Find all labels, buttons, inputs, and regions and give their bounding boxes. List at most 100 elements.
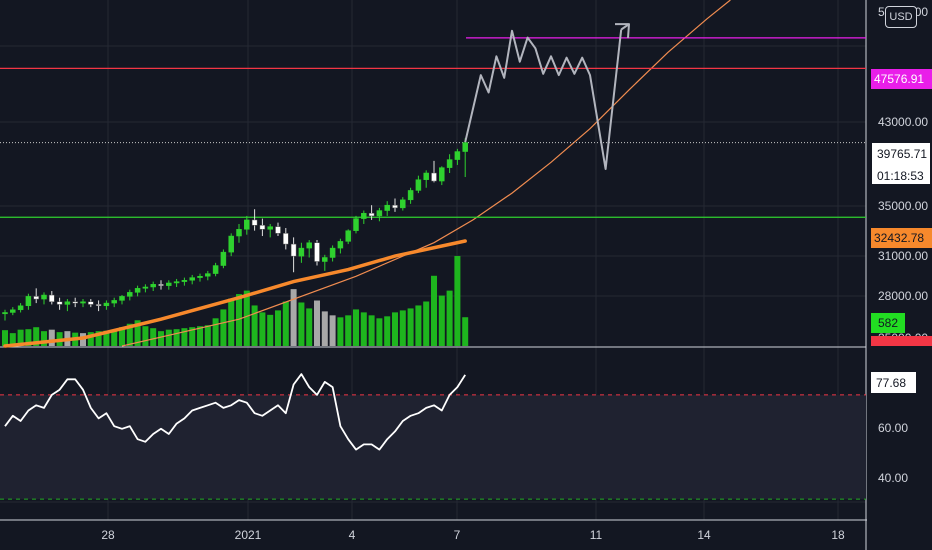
volume-bar	[368, 315, 375, 346]
moving-average-line	[3, 239, 467, 348]
candle-body	[166, 282, 172, 286]
time-axis-label: 4	[349, 528, 356, 542]
volume-bar	[431, 275, 437, 346]
volume-bar	[197, 326, 203, 346]
volume-bar	[189, 327, 196, 346]
volume-bar	[321, 311, 328, 346]
volume-bar	[454, 256, 461, 346]
volume-bar	[415, 305, 422, 346]
candle-body	[368, 212, 375, 217]
candle-body	[134, 288, 141, 293]
volume-bar	[181, 328, 188, 346]
candle-body	[329, 247, 336, 258]
volume-bar	[306, 308, 313, 346]
volume-bar	[298, 302, 305, 346]
volume-bar	[446, 290, 453, 346]
candle-body	[56, 301, 63, 305]
volume-bar	[165, 329, 172, 346]
candle-body	[431, 172, 437, 182]
candle-body	[49, 294, 55, 302]
candle-body	[267, 226, 273, 230]
volume-bar	[41, 331, 47, 346]
time-axis-label: 11	[590, 528, 603, 542]
candle-body	[384, 204, 390, 211]
volume-bar	[119, 327, 125, 346]
parabolic-curve	[121, 0, 731, 347]
candle-body	[33, 296, 39, 300]
volume-bar	[329, 315, 336, 346]
volume-bar	[423, 301, 430, 346]
candle-body	[150, 284, 156, 288]
candle-body	[181, 280, 188, 282]
candle-body	[244, 219, 250, 230]
candle-body	[212, 265, 219, 274]
resistance-price-label: 47576.91	[874, 72, 924, 86]
candle-body	[400, 199, 406, 209]
volume-bar	[275, 310, 281, 346]
candle-body	[103, 302, 110, 307]
volume-bar	[204, 325, 211, 346]
volume-bar	[9, 333, 16, 346]
rsi-axis-label: 60.00	[878, 421, 908, 435]
candle-body	[111, 300, 117, 304]
candle-body	[283, 233, 289, 245]
candle-body	[25, 296, 32, 307]
countdown-label: 01:18:53	[877, 169, 924, 183]
volume-bar	[103, 330, 110, 346]
candle-body	[392, 204, 398, 209]
candle-body	[197, 276, 203, 278]
candle-body	[64, 301, 71, 305]
volume-bar	[2, 330, 8, 346]
volume-bar	[173, 329, 180, 346]
volume-bar	[236, 294, 242, 346]
candle-body	[10, 309, 16, 313]
volume-bar	[267, 314, 274, 346]
price-tag-red	[871, 336, 932, 346]
candle-body	[95, 304, 102, 307]
candle-body	[41, 294, 47, 300]
candle-body	[142, 286, 149, 289]
candle-body	[353, 218, 359, 231]
rsi-line	[4, 373, 466, 451]
volume-bar	[228, 298, 235, 346]
volume-bar	[376, 318, 383, 346]
candle-body	[173, 281, 180, 284]
volume-bar	[353, 309, 359, 346]
currency-button[interactable]: USD	[885, 6, 917, 28]
candle-body	[345, 230, 351, 242]
volume-label: 582	[878, 316, 898, 330]
rsi-axis-label: 40.00	[878, 471, 908, 485]
candle-body	[290, 243, 297, 257]
volume-bar	[243, 290, 250, 346]
volume-bar	[290, 289, 297, 346]
time-axis-label: 2021	[235, 528, 262, 542]
candle-body	[236, 229, 242, 237]
candle-body	[376, 210, 383, 217]
volume-bar	[95, 331, 102, 346]
candle-body	[127, 292, 133, 297]
volume-bar	[462, 317, 469, 346]
price-axis-label: 35000.00	[878, 199, 928, 213]
candle-body	[2, 312, 8, 315]
volume-bar	[337, 317, 344, 346]
volume-bar	[158, 331, 164, 346]
volume-bar	[212, 318, 219, 346]
time-axis-label: 7	[454, 528, 461, 542]
volume-bar	[150, 328, 157, 346]
volume-bar	[360, 312, 367, 346]
price-axis-label: 31000.00	[878, 249, 928, 263]
candle-body	[298, 247, 305, 257]
volume-bar	[87, 332, 94, 346]
volume-bar	[48, 329, 55, 346]
volume-bar	[282, 301, 289, 346]
candle-body	[462, 142, 468, 152]
candle-body	[205, 273, 211, 277]
time-axis-label: 18	[831, 528, 845, 542]
volume-bar	[251, 305, 258, 346]
candle-body	[189, 277, 195, 281]
candle-body	[88, 301, 94, 305]
resistance-price-label-box	[871, 69, 932, 89]
last-price-box	[872, 143, 930, 184]
candle-body	[228, 235, 234, 253]
